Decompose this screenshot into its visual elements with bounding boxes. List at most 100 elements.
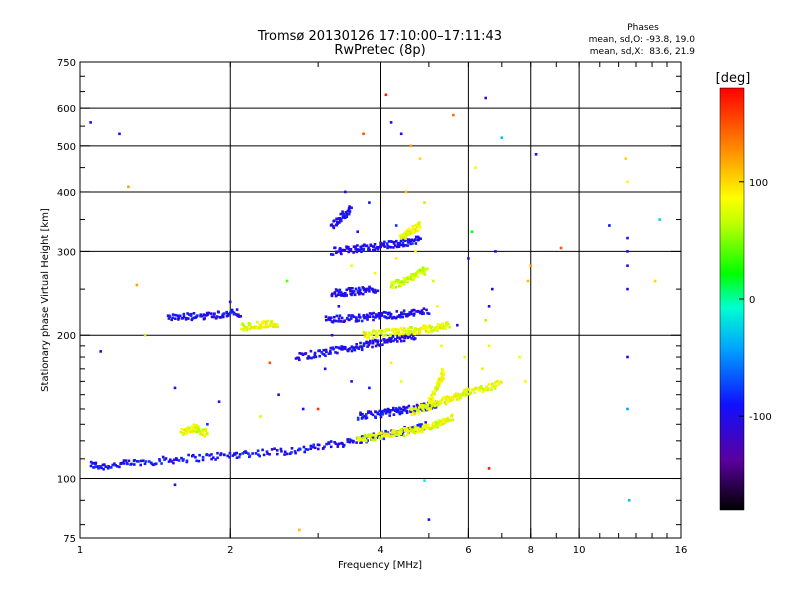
data-point: [416, 275, 420, 278]
data-point: [163, 458, 166, 461]
data-point: [474, 166, 477, 169]
data-point: [414, 409, 417, 412]
data-point: [320, 351, 323, 354]
data-point: [384, 410, 388, 413]
data-point: [361, 435, 365, 438]
data-point: [304, 352, 308, 355]
data-point: [402, 235, 405, 239]
data-point: [235, 456, 239, 459]
data-point: [89, 464, 93, 468]
data-point: [384, 333, 388, 337]
data-point: [394, 433, 397, 436]
data-point: [387, 316, 391, 320]
data-point: [141, 459, 145, 462]
data-point: [203, 435, 206, 438]
data-point: [304, 448, 308, 451]
data-point: [137, 460, 140, 463]
data-point: [463, 355, 466, 359]
data-point: [193, 429, 197, 433]
data-point: [196, 314, 199, 317]
data-point: [197, 459, 201, 463]
data-point: [356, 436, 359, 439]
data-point: [334, 288, 338, 291]
data-point: [390, 329, 394, 332]
data-point: [431, 279, 435, 283]
data-point: [344, 216, 347, 220]
data-point: [439, 420, 443, 424]
data-point: [333, 319, 336, 322]
data-point: [365, 439, 368, 443]
data-point: [416, 235, 420, 239]
data-point: [426, 311, 429, 315]
data-point: [118, 465, 121, 469]
data-point: [366, 345, 369, 348]
data-point: [356, 248, 360, 251]
data-point: [97, 465, 101, 469]
data-point: [373, 438, 377, 442]
data-point: [259, 323, 262, 327]
data-point: [389, 409, 393, 412]
data-point: [626, 407, 629, 411]
data-point: [330, 223, 334, 226]
data-point: [324, 348, 328, 352]
data-point: [223, 453, 226, 457]
data-point: [227, 312, 230, 316]
data-point: [385, 316, 389, 320]
data-point: [386, 432, 389, 436]
data-point: [389, 340, 392, 343]
data-point: [383, 340, 387, 344]
data-point: [187, 453, 190, 457]
data-point: [402, 434, 406, 437]
data-point: [339, 291, 343, 294]
data-point: [365, 340, 368, 344]
data-point: [420, 423, 423, 426]
data-point: [408, 275, 411, 279]
data-point: [422, 324, 425, 328]
data-point: [190, 312, 193, 316]
data-point: [426, 326, 429, 329]
data-point: [421, 269, 425, 272]
data-point: [397, 279, 400, 282]
data-point: [192, 426, 195, 430]
data-point: [318, 349, 321, 352]
data-point: [378, 316, 382, 319]
colorbar-tick-label: 100: [749, 178, 768, 189]
data-point: [338, 319, 342, 323]
data-point: [352, 245, 356, 248]
data-point: [442, 420, 446, 424]
data-point: [396, 340, 399, 343]
data-point: [277, 393, 280, 396]
data-point: [366, 287, 370, 291]
data-point: [490, 388, 493, 391]
data-point: [436, 305, 439, 308]
data-point: [327, 352, 331, 355]
data-point: [398, 337, 402, 340]
data-point: [171, 313, 175, 316]
data-point: [374, 316, 377, 319]
data-point: [307, 355, 310, 358]
data-point: [331, 320, 335, 324]
data-point: [394, 330, 397, 334]
data-point: [330, 316, 333, 319]
data-point: [362, 342, 366, 345]
data-point: [380, 332, 383, 335]
data-point: [232, 312, 236, 316]
axis-ticks: 1 2 4 6 8 10 16 75 100 200 300 400 500 600 750: [57, 58, 687, 556]
data-point: [371, 336, 375, 340]
data-point: [373, 271, 377, 275]
data-point: [127, 459, 131, 463]
data-point: [457, 394, 461, 397]
data-point: [371, 345, 374, 349]
data-point: [372, 289, 375, 292]
data-point: [389, 361, 393, 365]
data-point: [205, 314, 208, 317]
data-point: [259, 415, 262, 418]
data-point: [212, 315, 216, 318]
data-point: [231, 454, 235, 457]
data-point: [414, 327, 417, 330]
data-point: [322, 348, 325, 352]
data-point: [434, 422, 438, 426]
data-point: [265, 323, 268, 326]
data-point: [404, 329, 408, 333]
data-point: [412, 407, 415, 410]
